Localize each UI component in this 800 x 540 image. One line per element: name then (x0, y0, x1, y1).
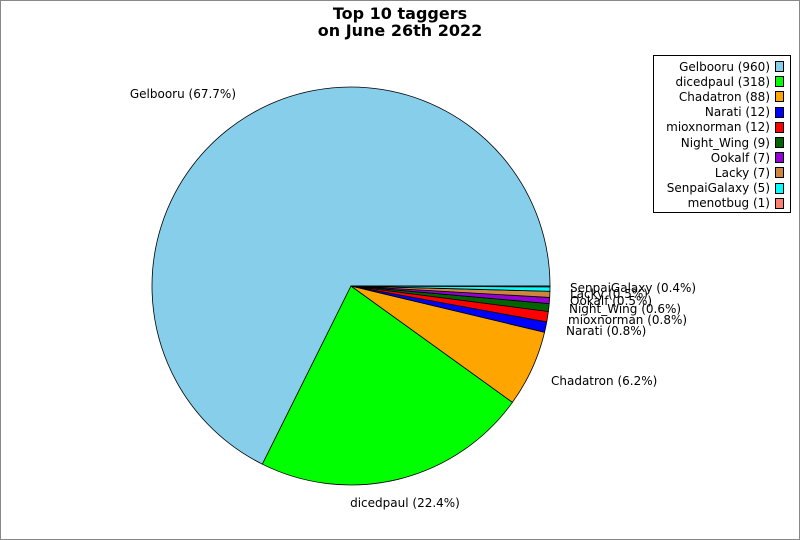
legend-swatch (775, 106, 784, 118)
legend-swatch (775, 91, 784, 103)
legend-swatch (775, 167, 784, 179)
legend-label: SenpaiGalaxy (5) (666, 181, 770, 196)
slice-label-gelbooru: Gelbooru (67.7%) (130, 87, 236, 101)
legend-label: dicedpaul (318) (675, 74, 770, 89)
slice-labels: Gelbooru (67.7%) dicedpaul (22.4%) Chadatr… (130, 87, 696, 510)
slice-label-narati: Narati (0.8%) (566, 324, 646, 338)
legend-entry: Lacky (7) (654, 165, 784, 180)
legend-label: Gelbooru (960) (679, 59, 770, 74)
legend-label: menotbug (1) (687, 196, 770, 211)
pie-slice-menotbug (350, 285, 551, 288)
legend-swatch (775, 182, 784, 194)
legend-swatch (775, 197, 784, 209)
slice-label-mioxnorman: mioxnorman (0.8%) (568, 313, 687, 327)
legend-swatch (775, 76, 784, 88)
slice-label-senpaigalaxy: SenpaiGalaxy (0.4%) (570, 281, 696, 295)
chart-title-line-2: on June 26th 2022 (318, 21, 483, 40)
legend-entry: dicedpaul (318) (654, 74, 784, 89)
legend-label: Lacky (7) (714, 165, 770, 180)
legend-entry: menotbug (1) (654, 196, 784, 211)
slice-label-lacky: Lacky (0.5%) (570, 287, 648, 301)
legend-entry: mioxnorman (12) (654, 120, 784, 135)
legend-label: Night_Wing (9) (680, 135, 770, 150)
pie-slices (151, 86, 551, 486)
legend-entry: SenpaiGalaxy (5) (654, 181, 784, 196)
legend-label: Chadatron (88) (678, 89, 770, 104)
slice-label-night-wing: Night_Wing (0.6%) (569, 302, 681, 316)
pie-slice-gelbooru (151, 86, 551, 465)
legend-entry: Narati (12) (654, 105, 784, 120)
legend-swatch (775, 152, 784, 164)
slice-label-chadatron: Chadatron (6.2%) (551, 374, 657, 388)
legend-entry: Chadatron (88) (654, 89, 784, 104)
slice-label-dicedpaul: dicedpaul (22.4%) (350, 496, 460, 510)
pie-slice-dicedpaul (261, 285, 514, 486)
legend-label: mioxnorman (12) (666, 120, 770, 135)
slice-label-ookalf: Ookalf (0.5%) (570, 294, 652, 308)
legend-entry: Ookalf (7) (654, 150, 784, 165)
legend: Gelbooru (960) dicedpaul (318) Chadatron (… (653, 55, 791, 213)
legend-swatch (775, 137, 784, 149)
legend-entry: Night_Wing (9) (654, 135, 784, 150)
chart-title-line-1: Top 10 taggers (333, 4, 467, 23)
legend-label: Ookalf (7) (710, 150, 770, 165)
legend-entry: Gelbooru (960) (654, 59, 784, 74)
legend-swatch (775, 121, 784, 133)
legend-swatch (775, 61, 784, 73)
legend-label: Narati (12) (704, 105, 770, 120)
